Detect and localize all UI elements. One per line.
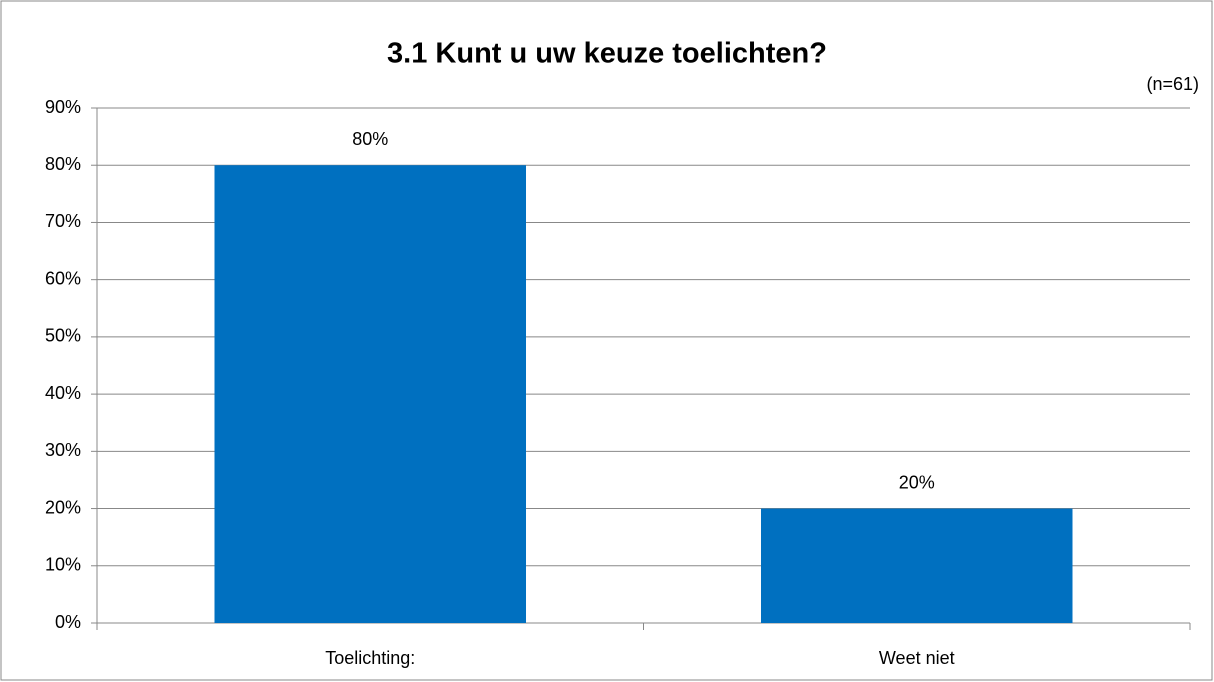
annotation: (n=61) (1146, 74, 1199, 94)
x-tick-label: Toelichting: (325, 648, 415, 668)
y-tick-label: 30% (45, 440, 81, 460)
x-tick-label: Weet niet (879, 648, 955, 668)
bar (760, 508, 1073, 623)
y-tick-label: 0% (55, 612, 81, 632)
y-tick-label: 40% (45, 383, 81, 403)
y-tick-label: 70% (45, 211, 81, 231)
y-tick-label: 10% (45, 555, 81, 575)
y-tick-label: 20% (45, 497, 81, 517)
value-label: 80% (352, 129, 388, 149)
y-tick-label: 90% (45, 97, 81, 117)
chart-title: 3.1 Kunt u uw keuze toelichten? (387, 38, 827, 70)
y-tick-label: 60% (45, 268, 81, 288)
y-tick-label: 50% (45, 326, 81, 346)
value-label: 20% (899, 472, 935, 492)
y-tick-label: 80% (45, 154, 81, 174)
bar (214, 165, 527, 623)
